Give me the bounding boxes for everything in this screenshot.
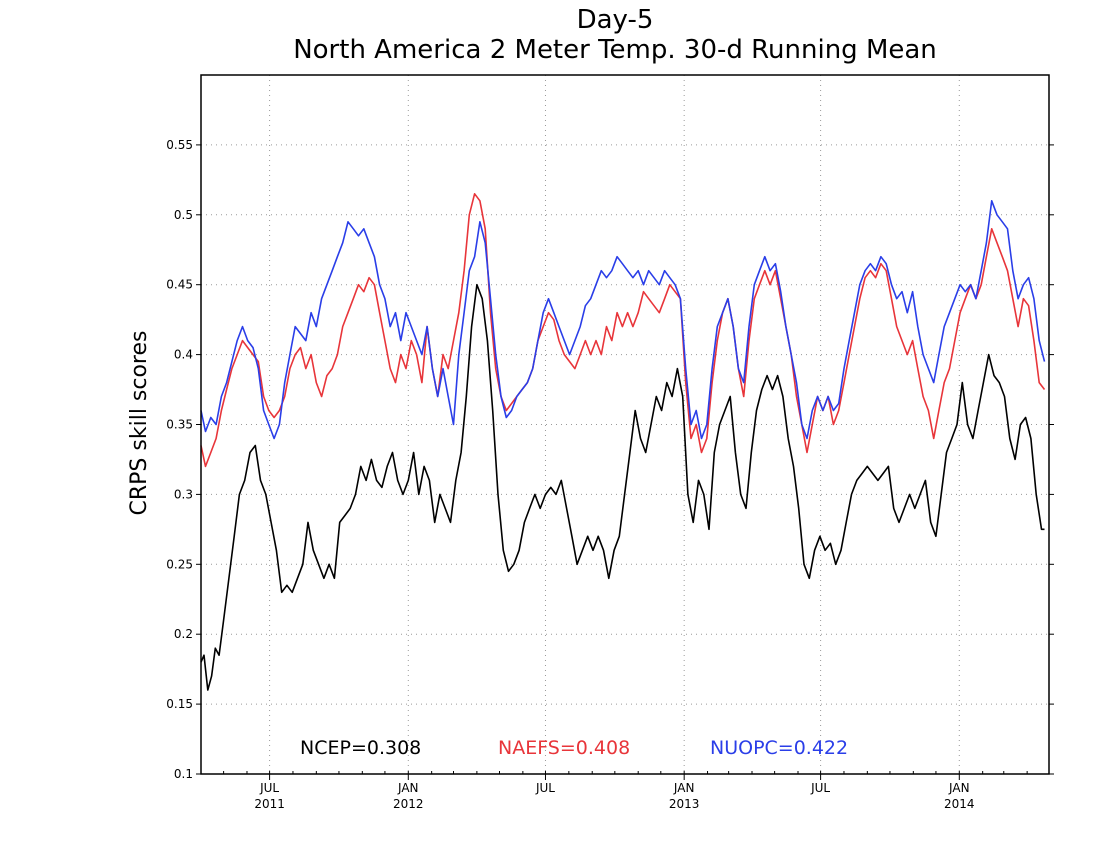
x-axis: JUL 2011 JAN 2012 JUL JAN 2013 JUL JAN 2014 <box>200 771 1028 811</box>
y-tick-label: 0.1 <box>174 767 193 781</box>
x-tick-label: JUL <box>259 781 279 795</box>
chart-subtitle: North America 2 Meter Temp. 30-d Running… <box>293 35 937 65</box>
y-axis-label: CRPS skill scores <box>127 331 152 516</box>
y-tick-label: 0.35 <box>166 418 193 432</box>
x-tick-year-label: 2013 <box>669 797 700 811</box>
x-tick-year-label: 2014 <box>944 797 975 811</box>
x-tick-label: JUL <box>810 781 830 795</box>
x-tick-label: JAN <box>673 781 695 795</box>
y-axis: 0.1 0.15 0.2 0.25 0.3 0.35 0.4 0.45 0.5 0.55 <box>166 138 1054 781</box>
legend-entry-ncep: NCEP=0.308 <box>300 737 421 759</box>
series-line-ncep <box>200 283 1045 691</box>
x-tick-label: JAN <box>948 781 970 795</box>
x-tick-label: JUL <box>535 781 555 795</box>
x-tick-year-label: 2011 <box>254 797 285 811</box>
y-tick-label: 0.55 <box>166 138 193 152</box>
y-tick-label: 0.15 <box>166 697 193 711</box>
legend: NCEP=0.308 NAEFS=0.408 NUOPC=0.422 <box>300 737 848 759</box>
y-tick-label: 0.3 <box>174 487 193 501</box>
y-tick-label: 0.5 <box>174 208 193 222</box>
grid <box>201 75 1049 774</box>
series-line-naefs <box>200 193 1046 468</box>
legend-entry-nuopc: NUOPC=0.422 <box>710 737 848 759</box>
legend-entry-naefs: NAEFS=0.408 <box>498 737 630 759</box>
series-line-nuopc <box>200 200 1046 440</box>
x-tick-year-label: 2012 <box>393 797 424 811</box>
y-tick-label: 0.25 <box>166 557 193 571</box>
y-tick-label: 0.2 <box>174 627 193 641</box>
series-group <box>200 193 1046 691</box>
chart-title: Day-5 <box>577 5 654 35</box>
y-tick-label: 0.4 <box>174 348 193 362</box>
x-tick-label: JAN <box>397 781 419 795</box>
y-tick-label: 0.45 <box>166 278 193 292</box>
